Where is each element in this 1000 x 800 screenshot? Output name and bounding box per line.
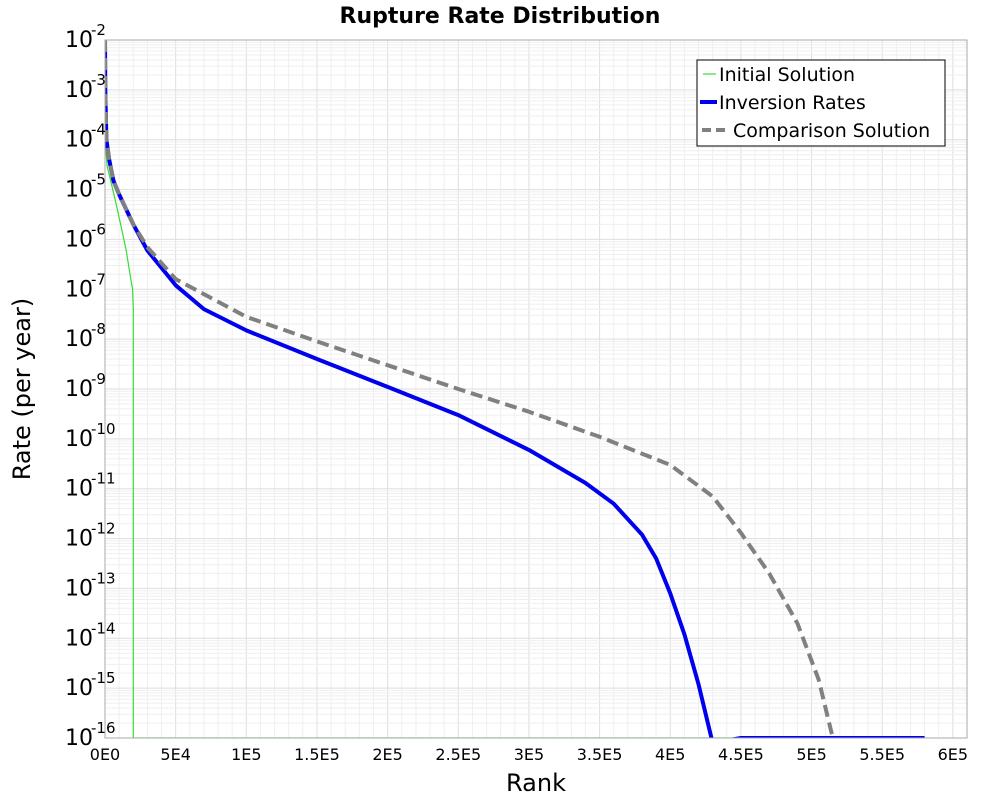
x-tick-label: 2E5 xyxy=(372,745,402,764)
x-tick-label: 4E5 xyxy=(655,745,685,764)
legend-label-inversion: Inversion Rates xyxy=(719,92,866,114)
y-tick-exponent: -6 xyxy=(91,220,106,238)
x-tick-label: 5E4 xyxy=(160,745,190,764)
y-tick-labels: 10-210-310-410-510-610-710-810-910-1010-… xyxy=(65,21,116,751)
x-axis-label: Rank xyxy=(506,769,566,797)
y-tick-label: 10 xyxy=(65,576,93,601)
legend-label-initial: Initial Solution xyxy=(719,64,855,86)
x-tick-label: 0E0 xyxy=(90,745,120,764)
x-tick-labels: 0E0 5E4 1E5 1.5E5 2E5 2.5E5 3E5 3.5E5 4E5 4.5E5 5E… xyxy=(90,745,968,764)
x-tick-label: 6E5 xyxy=(938,745,968,764)
y-axis-label: Rate (per year) xyxy=(8,298,36,480)
y-tick-exponent: -9 xyxy=(91,370,106,388)
legend-label-comparison: Comparison Solution xyxy=(733,120,930,142)
x-tick-label: 1E5 xyxy=(231,745,261,764)
y-tick-label: 10 xyxy=(65,477,93,502)
y-tick-exponent: -4 xyxy=(91,121,106,139)
x-tick-label: 5E5 xyxy=(796,745,826,764)
legend: Initial Solution Inversion Rates Compari… xyxy=(696,59,946,147)
series-line-0 xyxy=(105,139,925,738)
y-tick-label: 10 xyxy=(65,676,93,701)
y-tick-exponent: -15 xyxy=(91,669,116,687)
x-tick-label: 3E5 xyxy=(514,745,544,764)
x-tick-label: 4.5E5 xyxy=(718,745,764,764)
series-line-1 xyxy=(105,40,925,738)
x-tick-label: 5.5E5 xyxy=(859,745,905,764)
y-tick-exponent: -10 xyxy=(91,420,116,438)
plot-border xyxy=(104,39,968,739)
y-tick-label: 10 xyxy=(65,726,93,751)
y-tick-label: 10 xyxy=(65,427,93,452)
x-tick-label: 1.5E5 xyxy=(294,745,340,764)
y-tick-exponent: -16 xyxy=(91,719,116,737)
y-tick-exponent: -8 xyxy=(91,320,106,338)
y-tick-label: 10 xyxy=(65,28,93,53)
y-tick-label: 10 xyxy=(65,128,93,153)
y-tick-exponent: -3 xyxy=(91,71,106,89)
y-tick-exponent: -12 xyxy=(91,520,116,538)
y-tick-label: 10 xyxy=(65,327,93,352)
y-tick-exponent: -14 xyxy=(91,619,116,637)
y-tick-exponent: -13 xyxy=(91,569,116,587)
y-tick-exponent: -5 xyxy=(91,171,106,189)
y-tick-label: 10 xyxy=(65,78,93,103)
chart-title: Rupture Rate Distribution xyxy=(340,4,661,29)
y-tick-exponent: -2 xyxy=(91,21,106,39)
series-line-2 xyxy=(105,40,835,738)
series-layer xyxy=(105,40,925,738)
y-tick-label: 10 xyxy=(65,626,93,651)
legend-box xyxy=(696,59,946,147)
y-tick-label: 10 xyxy=(65,277,93,302)
x-tick-label: 2.5E5 xyxy=(435,745,481,764)
y-tick-label: 10 xyxy=(65,377,93,402)
y-tick-label: 10 xyxy=(65,178,93,203)
x-tick-label: 3.5E5 xyxy=(577,745,623,764)
y-tick-exponent: -7 xyxy=(91,270,106,288)
y-tick-label: 10 xyxy=(65,527,93,552)
y-tick-label: 10 xyxy=(65,227,93,252)
y-tick-exponent: -11 xyxy=(91,470,116,488)
